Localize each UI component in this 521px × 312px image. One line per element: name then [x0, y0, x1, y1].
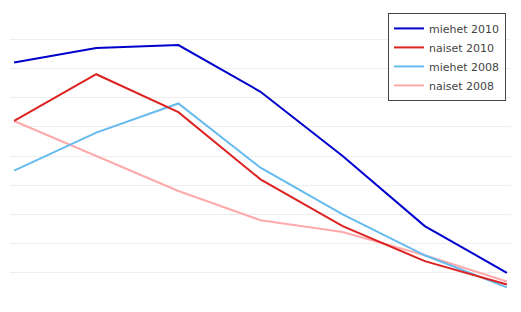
svg-text:miehet 2010: miehet 2010 — [429, 23, 499, 36]
svg-text:naiset 2010: naiset 2010 — [429, 42, 494, 55]
svg-text:miehet 2008: miehet 2008 — [429, 61, 499, 74]
svg-text:naiset 2008: naiset 2008 — [429, 80, 494, 93]
